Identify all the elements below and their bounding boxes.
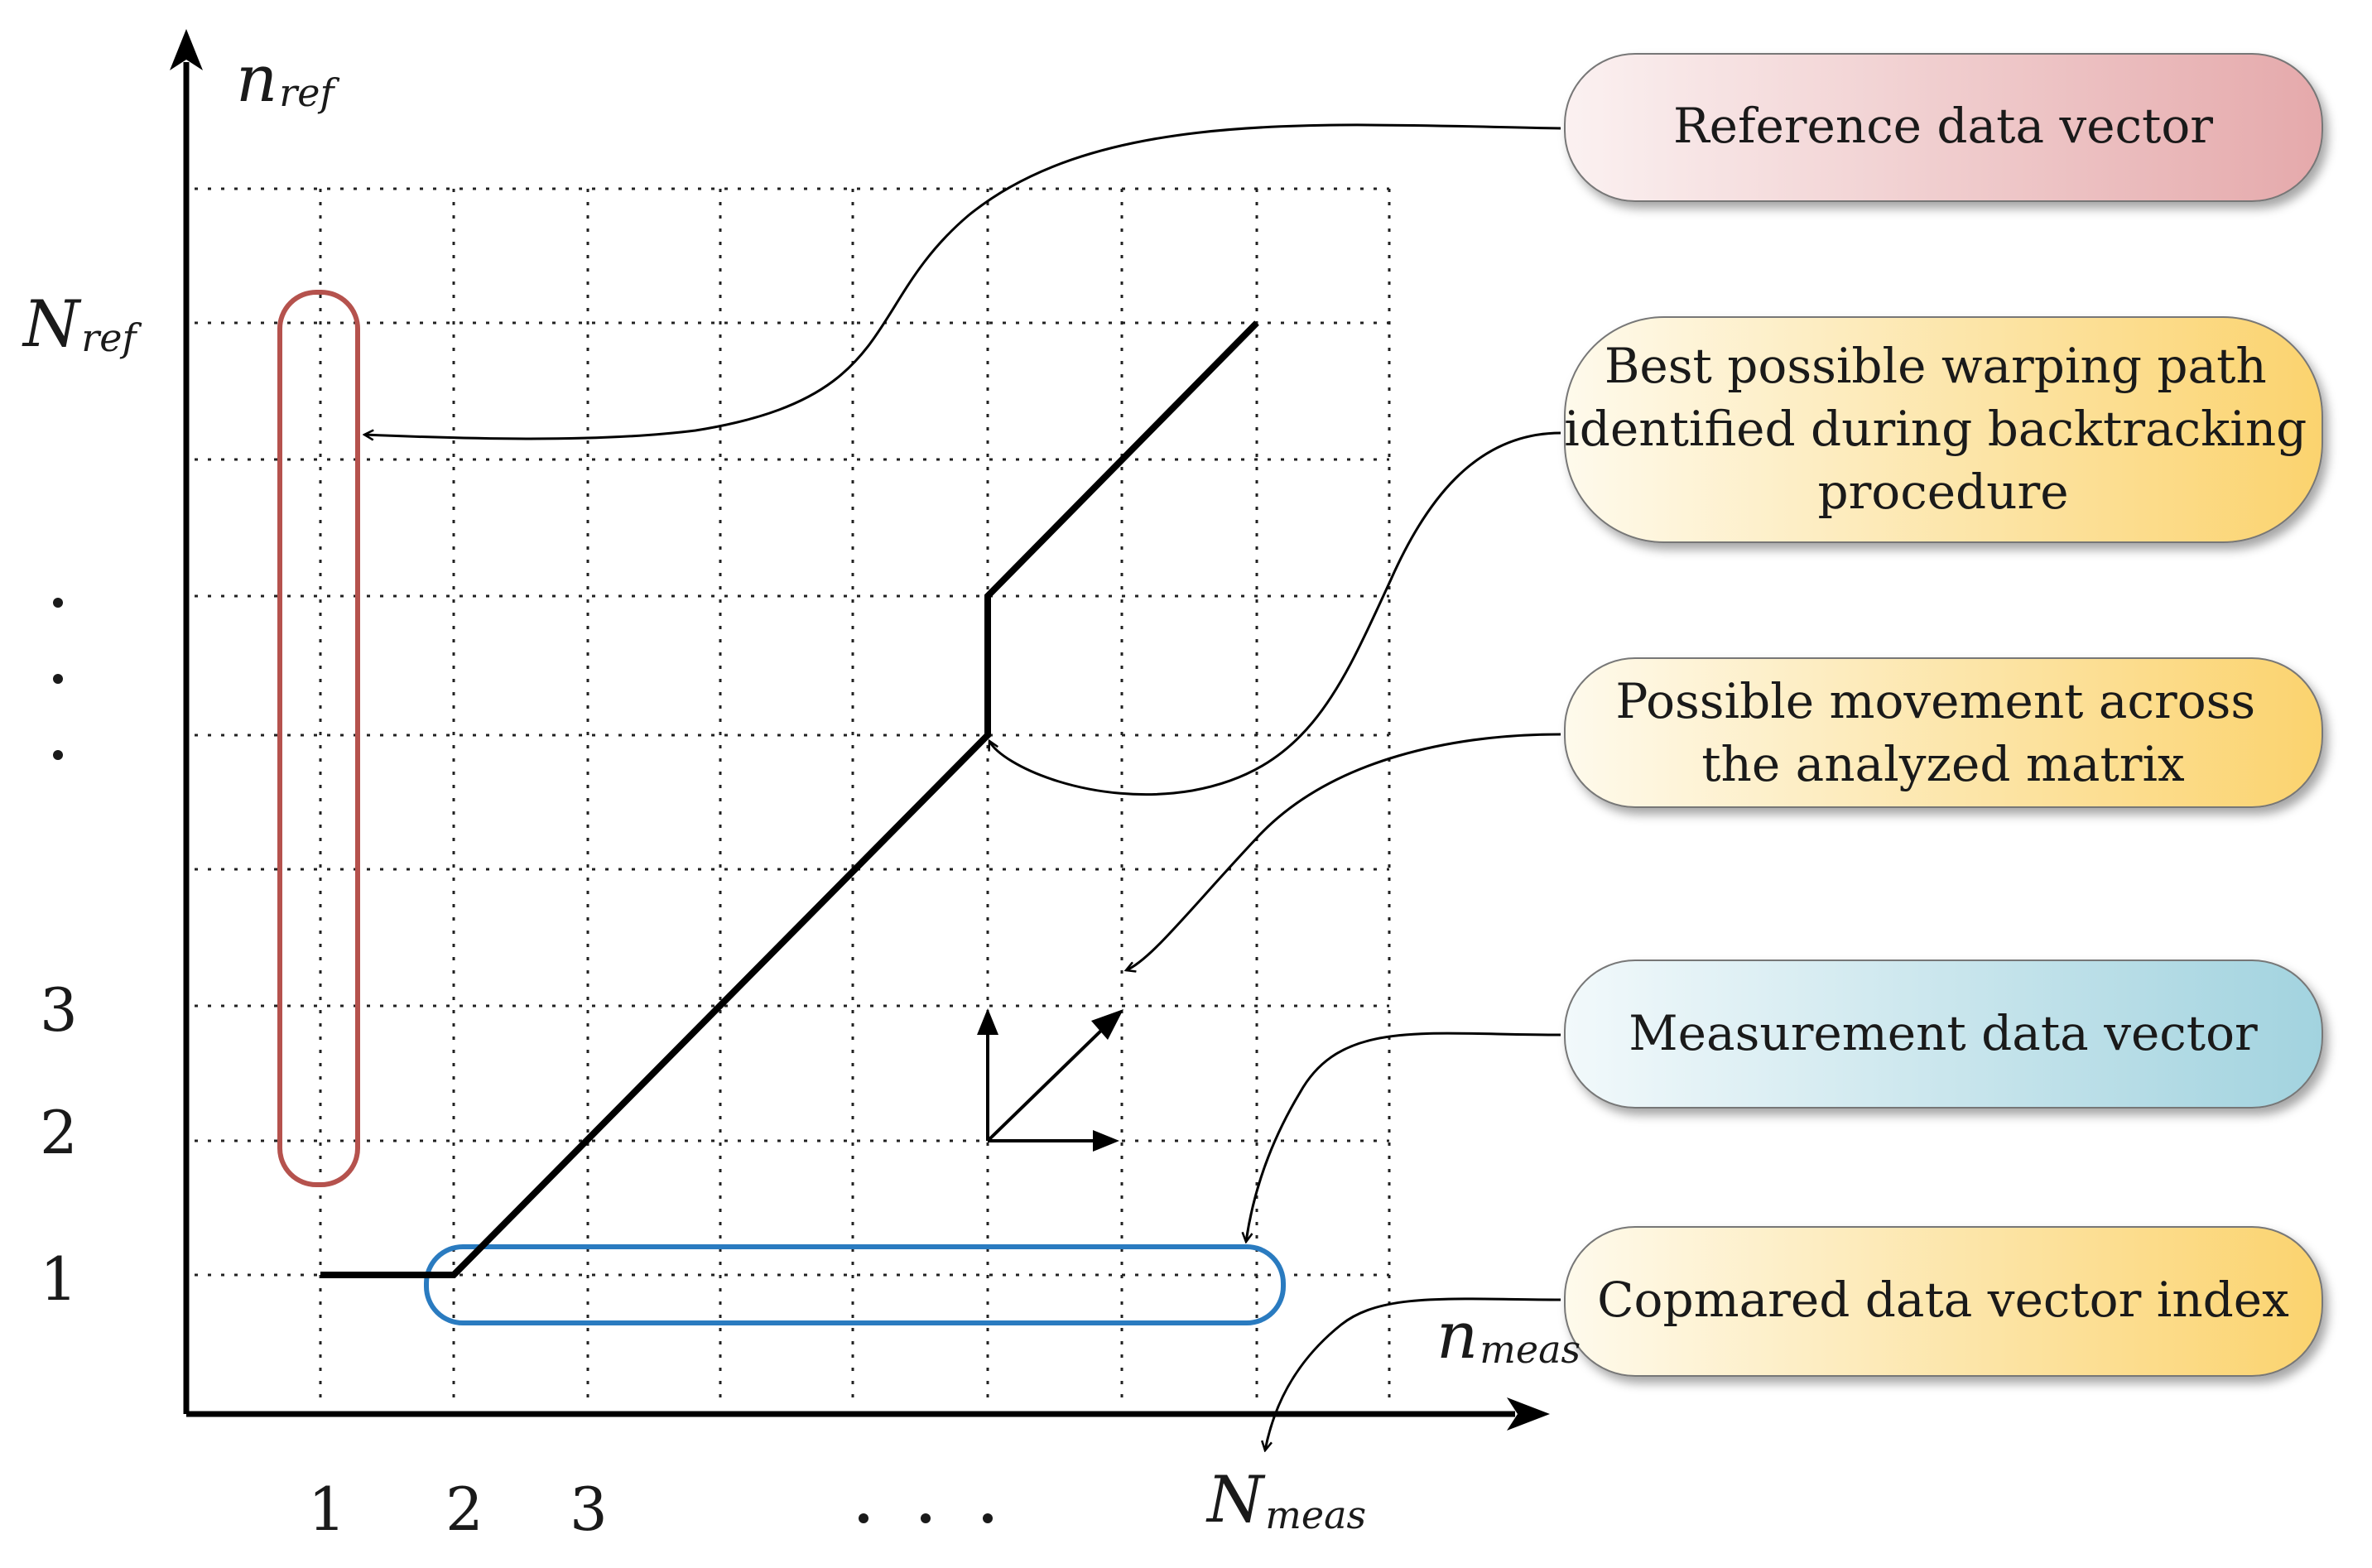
svg-text:Best possible warping path: Best possible warping path identified du… bbox=[1564, 338, 2322, 520]
callout-compared bbox=[1564, 1226, 2323, 1377]
x-ellipsis bbox=[859, 1513, 993, 1523]
measurement-connector bbox=[1246, 1032, 1561, 1242]
callout-reference bbox=[1564, 53, 2323, 202]
callout-compared-text: Copmared data vector index bbox=[1597, 1272, 2289, 1328]
axes bbox=[170, 29, 1550, 1431]
y-axis-label: nref bbox=[236, 42, 339, 117]
diagonal-arrow-icon bbox=[1091, 1009, 1123, 1040]
callout-warping-line-1: Best possible warping path bbox=[1605, 338, 2267, 394]
reference-connector bbox=[364, 123, 1561, 439]
x-tick-3: 3 bbox=[570, 1474, 608, 1544]
callout-measurement-text: Measurement data vector bbox=[1629, 1005, 2258, 1061]
x-axis-arrow-icon bbox=[1507, 1397, 1550, 1431]
x-axis-label: nmeas bbox=[1436, 1299, 1581, 1373]
connectors bbox=[364, 123, 1561, 1450]
callout-warping-line-3: procedure bbox=[1817, 464, 2068, 520]
x-tick-2: 2 bbox=[445, 1474, 484, 1544]
callout-movement-line-2: the analyzed matrix bbox=[1701, 736, 2185, 792]
x-tick-1: 1 bbox=[308, 1474, 346, 1544]
x-end-label: Nmeas bbox=[1205, 1463, 1366, 1537]
y-end-label: Nref bbox=[22, 287, 142, 362]
right-arrow-icon bbox=[1093, 1130, 1119, 1152]
y-tick-3: 3 bbox=[40, 975, 78, 1045]
movement-connector bbox=[1126, 733, 1561, 970]
up-arrow-icon bbox=[977, 1008, 998, 1035]
svg-text:Possible movement across t: Possible movement across the analyzed ma… bbox=[1615, 673, 2270, 792]
y-tick-1: 1 bbox=[40, 1244, 78, 1314]
y-axis-arrow-icon bbox=[170, 29, 203, 70]
callout-movement-line-1: Possible movement across bbox=[1615, 673, 2255, 729]
reference-vector-highlight bbox=[277, 290, 360, 1187]
callout-warping bbox=[1564, 316, 2323, 543]
warping-path bbox=[320, 320, 1259, 1278]
y-tick-2: 2 bbox=[40, 1098, 78, 1167]
y-ellipsis bbox=[53, 598, 63, 760]
movement-arrows bbox=[977, 1008, 1123, 1152]
callout-movement bbox=[1564, 657, 2323, 808]
callout-reference-text: Reference data vector bbox=[1673, 98, 2213, 154]
callout-warping-line-2: identified during backtracking bbox=[1564, 401, 2307, 457]
callout-measurement bbox=[1564, 960, 2323, 1109]
warping-connector bbox=[989, 431, 1561, 796]
measurement-vector-highlight bbox=[424, 1244, 1286, 1325]
compared-connector bbox=[1265, 1297, 1561, 1450]
